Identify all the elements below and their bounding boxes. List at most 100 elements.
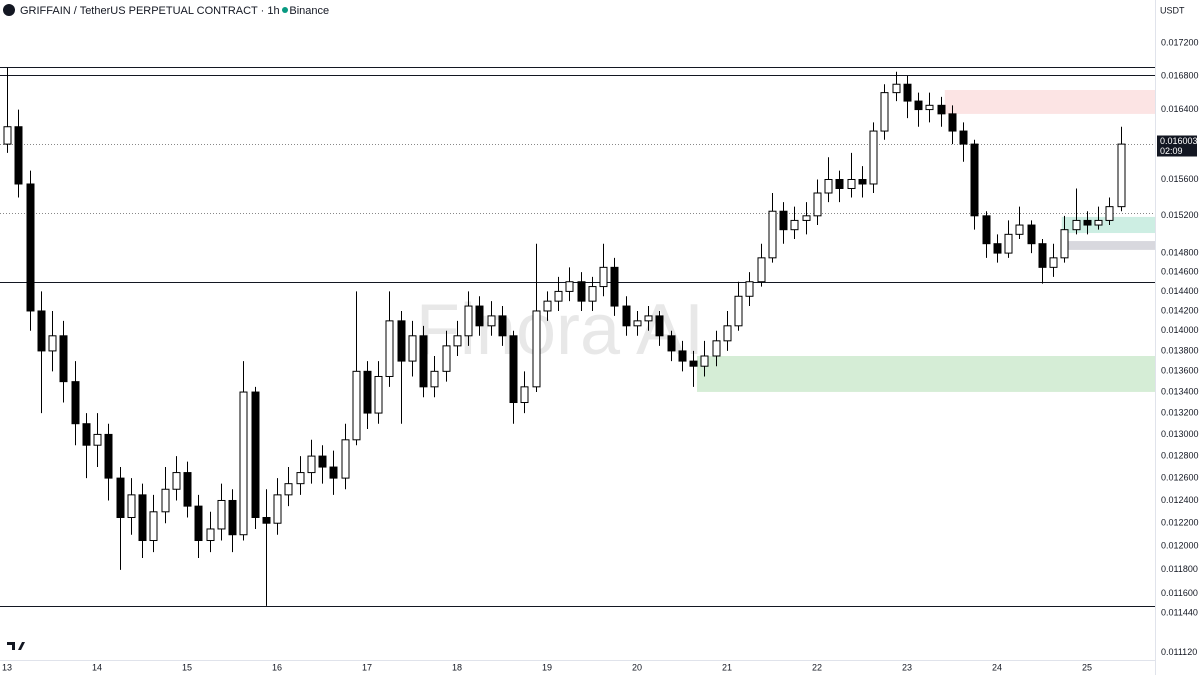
candle-body <box>847 178 856 189</box>
candle-body <box>520 386 529 404</box>
candle-body <box>93 433 102 446</box>
candle-body <box>892 83 901 94</box>
candle-body <box>948 113 957 132</box>
candle-body <box>71 381 80 425</box>
candle-body <box>48 335 57 352</box>
candle-body <box>1060 229 1069 259</box>
candle-body <box>543 300 552 312</box>
candle-body <box>273 494 282 524</box>
candle-body <box>127 494 136 518</box>
x-tick-label: 18 <box>452 662 462 672</box>
zone <box>944 90 1155 114</box>
candle-body <box>835 178 844 189</box>
candle-body <box>1083 219 1092 226</box>
candle-body <box>802 215 811 221</box>
candle-body <box>723 325 732 342</box>
candle-body <box>532 310 541 388</box>
y-tick-label: 0.011120 <box>1161 647 1197 657</box>
candle-body <box>577 281 586 302</box>
y-tick-label: 0.014000 <box>1161 325 1199 335</box>
candle-body <box>307 455 316 474</box>
candle-body <box>1027 224 1036 245</box>
y-tick-label: 0.012800 <box>1161 450 1199 460</box>
y-tick-label: 0.015200 <box>1161 210 1199 220</box>
candle-body <box>1072 219 1081 231</box>
candle-body <box>408 335 417 362</box>
candle-body <box>464 305 473 337</box>
zone <box>697 355 1155 392</box>
chart-title: GRIFFAIN / TetherUS PERPETUAL CONTRACT ·… <box>20 5 329 17</box>
candle-body <box>1004 233 1013 254</box>
candle-body <box>982 215 991 245</box>
candle-body <box>430 370 439 388</box>
plot-area <box>0 67 1155 607</box>
candle-body <box>183 472 192 507</box>
candle-body <box>397 320 406 362</box>
candle-body <box>104 433 113 479</box>
y-tick-label: 0.012400 <box>1161 495 1199 505</box>
y-tick-label: 0.012000 <box>1161 541 1199 551</box>
candle-body <box>869 130 878 185</box>
y-tick-label: 0.017200 <box>1161 37 1199 47</box>
y-tick-label: 0.011600 <box>1161 588 1198 598</box>
candle-body <box>59 335 68 383</box>
candle-body <box>82 423 91 446</box>
candle-body <box>385 320 394 377</box>
last-price-box <box>1157 135 1197 157</box>
candle-body <box>509 335 518 404</box>
candle-body <box>633 320 642 327</box>
candle-body <box>858 178 867 185</box>
y-tick-label: 0.013200 <box>1161 407 1199 417</box>
candle-body <box>599 266 608 288</box>
candle-body <box>959 130 968 145</box>
y-tick-label: 0.013000 <box>1161 429 1199 439</box>
x-tick-label: 24 <box>992 662 1002 672</box>
y-tick-label: 0.016800 <box>1161 70 1199 80</box>
x-tick-label: 16 <box>272 662 282 672</box>
candle-body <box>228 499 237 536</box>
candle-body <box>475 305 484 327</box>
candle-body <box>678 350 687 362</box>
candle-body <box>937 104 946 115</box>
candle-body <box>329 466 338 479</box>
candle-body <box>284 483 293 496</box>
y-tick-label: 0.012600 <box>1161 472 1199 482</box>
symbol-logo <box>3 4 15 16</box>
x-tick-label: 21 <box>722 662 732 672</box>
candle-body <box>37 310 46 352</box>
candle-body <box>554 290 563 302</box>
candle-body <box>734 295 743 327</box>
candle-body <box>970 143 979 217</box>
candle-body <box>903 83 912 102</box>
candle-body <box>1117 143 1126 208</box>
candle-body <box>442 345 451 372</box>
x-tick-label: 23 <box>902 662 912 672</box>
candle-body <box>1094 219 1103 226</box>
candle-body <box>341 439 350 479</box>
candle-body <box>318 455 327 468</box>
y-tick-label: 0.014400 <box>1161 286 1199 296</box>
y-tick-label: 0.012200 <box>1161 518 1199 528</box>
x-tick-label: 25 <box>1082 662 1092 672</box>
y-tick-label: 0.014800 <box>1161 247 1199 257</box>
candle-body <box>689 360 698 367</box>
candle-body <box>161 488 170 513</box>
candle-body <box>993 243 1002 254</box>
candle-body <box>149 511 158 542</box>
candle-body <box>419 335 428 388</box>
candle-body <box>655 315 664 337</box>
candle-body <box>363 370 372 414</box>
y-tick-label: 0.013600 <box>1161 366 1199 376</box>
candle-body <box>1049 257 1058 268</box>
y-tick-label: 0.013800 <box>1161 345 1199 355</box>
last-price-label: 0.016003 <box>1160 136 1198 146</box>
candle-body <box>217 499 226 530</box>
y-tick-label: 0.015600 <box>1161 174 1199 184</box>
candle-body <box>116 477 125 518</box>
candle-body <box>588 286 597 302</box>
zone <box>1061 241 1155 250</box>
candle-body <box>3 126 12 145</box>
candle-body <box>262 516 271 524</box>
y-tick-label: 0.011440 <box>1161 608 1198 618</box>
